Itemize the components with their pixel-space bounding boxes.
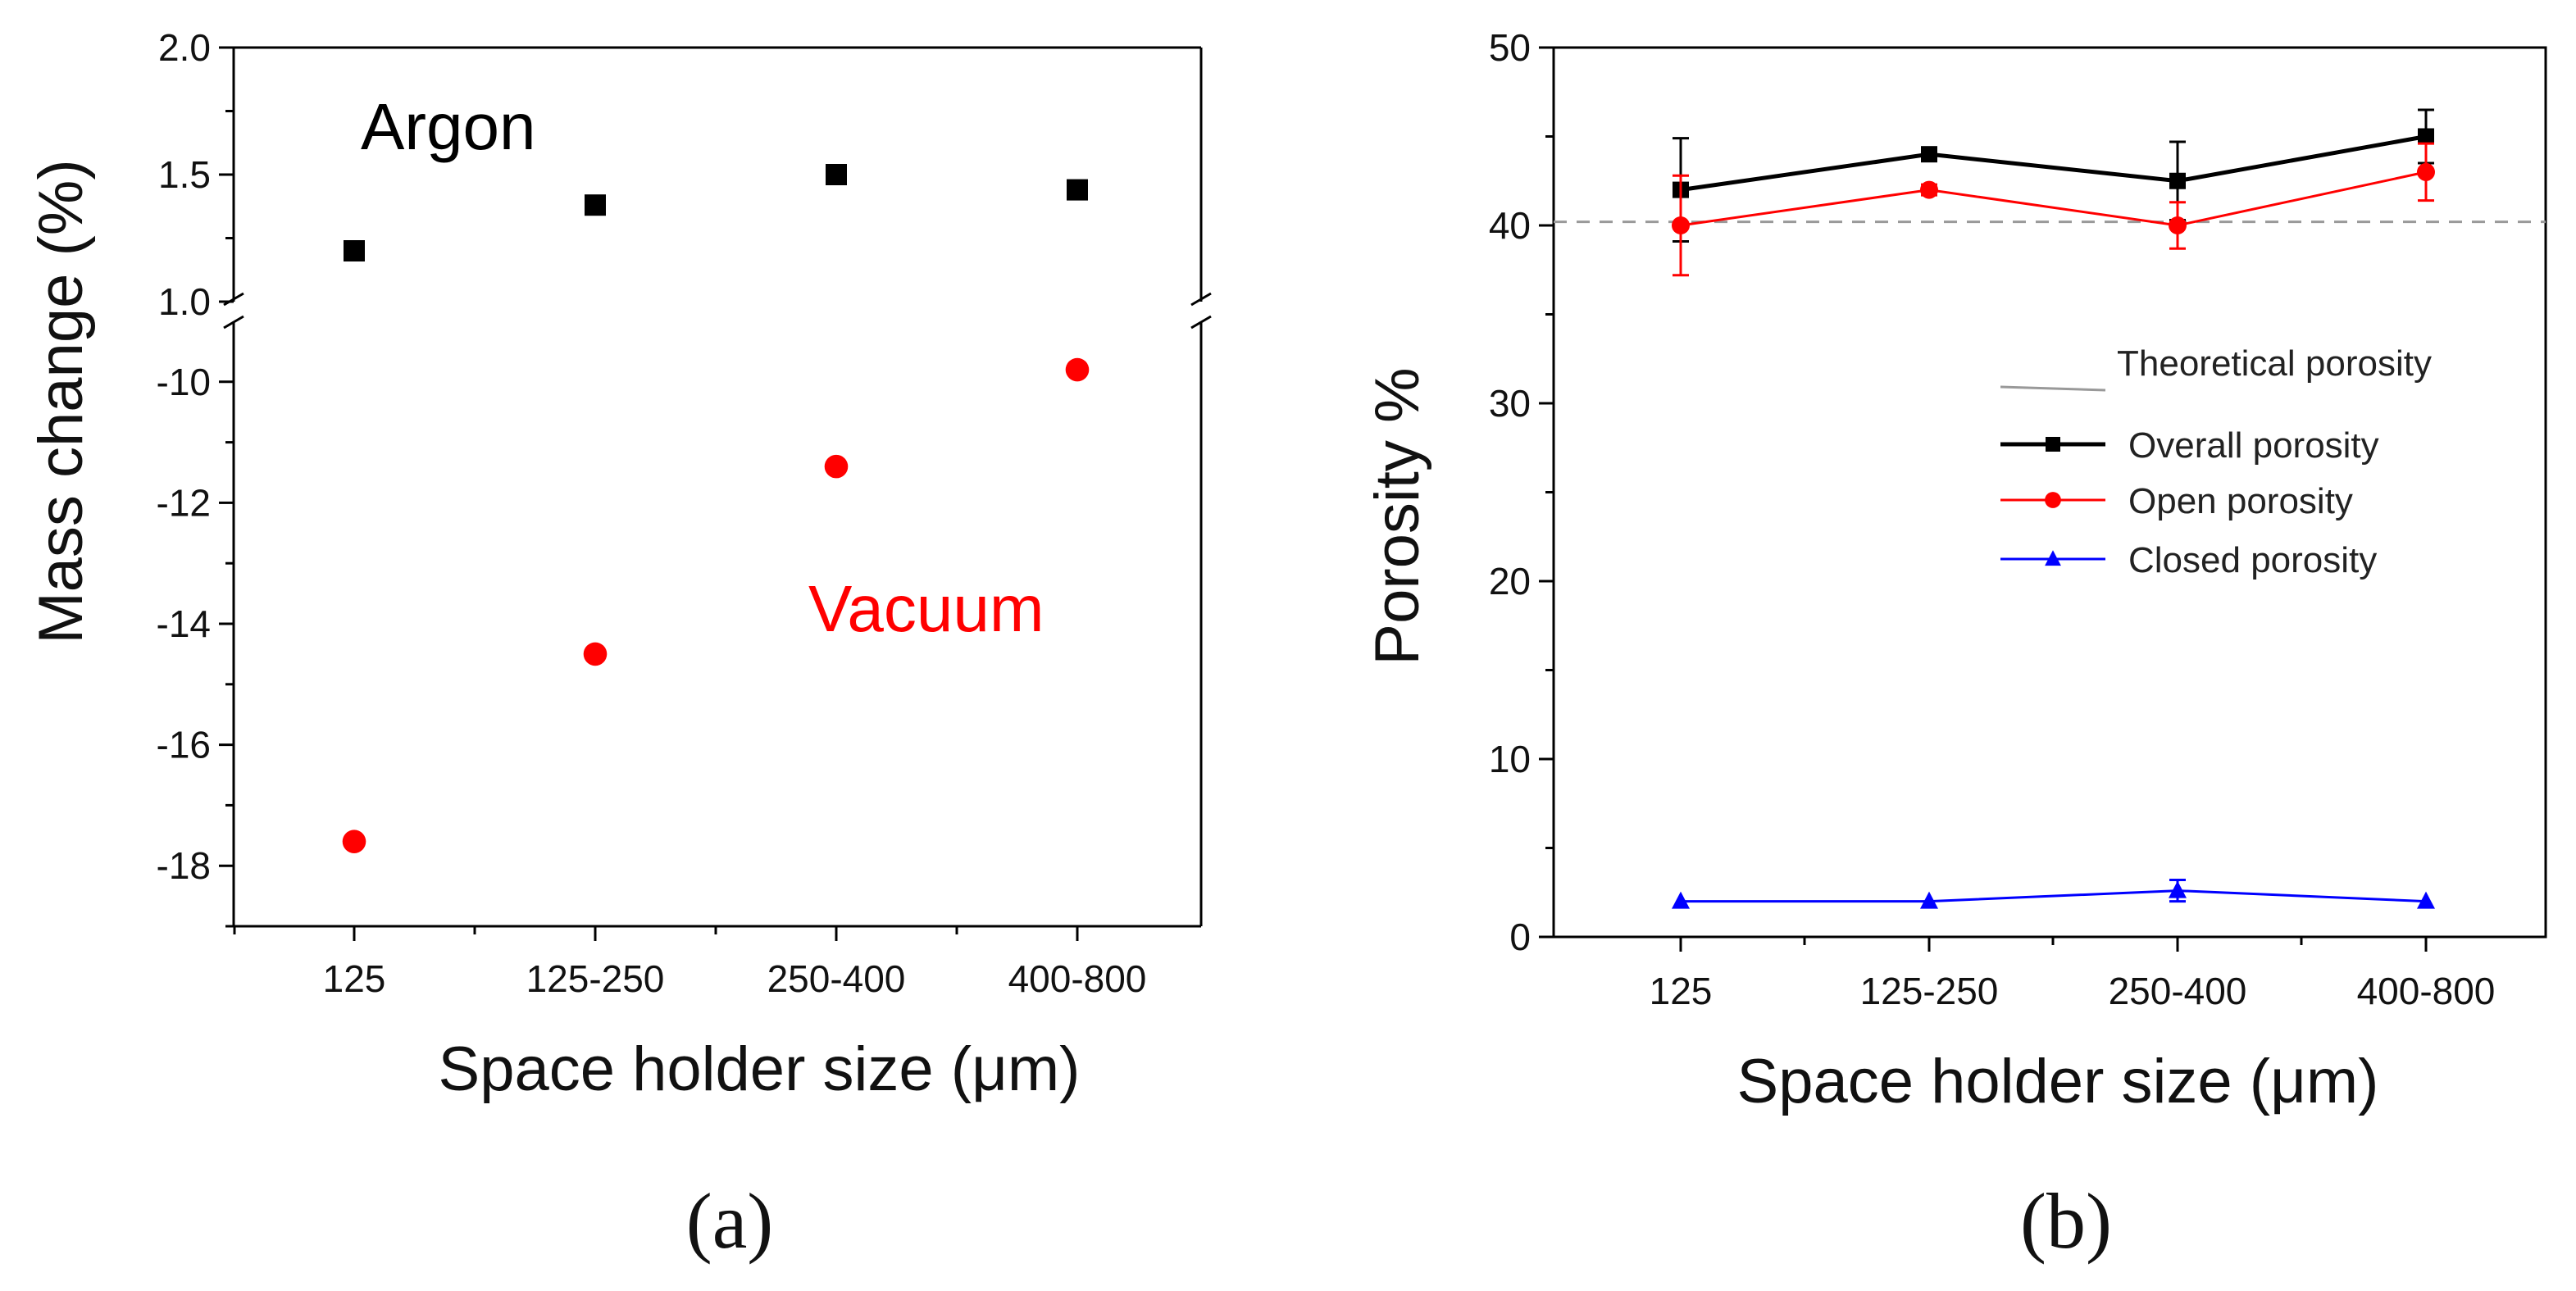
plot-frame	[1552, 46, 2547, 939]
panel-a-x-axis-label: Space holder size (μm)	[439, 1034, 1081, 1104]
panel-a-y-axis-label: Mass change (%)	[26, 159, 96, 643]
panel-b-tick-labels: 0 10 20 30 40 50 125 125-250 250-400 400-800	[1489, 26, 2496, 1012]
legend-closed-porosity-label: Closed porosity	[2128, 540, 2377, 580]
open-porosity-line	[1680, 170, 2427, 227]
y-tick-label: -16	[157, 724, 211, 766]
legend-overall-porosity-marker	[2046, 437, 2060, 452]
legend-theoretical-label: Theoretical porosity	[2117, 343, 2432, 384]
panel-b-marks	[1554, 108, 2546, 909]
legend-overall-porosity-label: Overall porosity	[2128, 425, 2379, 466]
axis-break-mark	[223, 292, 244, 307]
vacuum-annotation: Vacuum	[808, 572, 1045, 645]
vacuum-point	[583, 642, 608, 666]
argon-point	[826, 164, 847, 185]
argon-point	[585, 194, 606, 216]
y-tick-label: -14	[157, 602, 211, 645]
x-tick-label: 250-400	[2109, 970, 2247, 1012]
axis-break-mark	[1190, 292, 1212, 307]
vacuum-point	[1065, 357, 1090, 382]
x-tick-label: 250-400	[767, 957, 906, 1000]
legend-closed-porosity-marker	[2045, 550, 2061, 566]
panel-a-marks	[342, 164, 1090, 853]
y-tick-label: 1.0	[158, 280, 211, 323]
panel-b-legend: Theoretical porosity Overall porosity Open…	[2000, 343, 2432, 580]
vacuum-point	[824, 454, 849, 479]
y-tick-label: 30	[1489, 382, 1531, 425]
closed-porosity-line	[1681, 889, 2427, 903]
axis-break-mark	[223, 315, 244, 330]
overall-porosity-point	[2169, 172, 2186, 189]
x-tick-label: 125	[1650, 970, 1713, 1012]
y-tick-label: 10	[1489, 738, 1531, 780]
closed-porosity-point	[2417, 891, 2435, 909]
y-tick-label: -12	[157, 481, 211, 524]
argon-annotation: Argon	[361, 90, 535, 163]
panel-a-label: (a)	[686, 1177, 774, 1265]
panel-b-y-axis-label: Porosity %	[1363, 367, 1432, 665]
panel-a-axes	[219, 46, 1212, 941]
argon-point	[1067, 179, 1088, 201]
y-tick-label: -18	[157, 844, 211, 887]
x-tick-label: 125-250	[1860, 970, 1999, 1012]
panel-a-tick-labels: 1.0 1.5 2.0 -10 -12 -14 -16 -18 125 125-250 250-40…	[157, 26, 1147, 1000]
vacuum-point	[342, 830, 366, 853]
closed-porosity-point	[1920, 891, 1938, 909]
x-tick-label: 125-250	[526, 957, 665, 1000]
axis-break-mark	[1190, 315, 1212, 330]
panel-a: 1.0 1.5 2.0 -10 -12 -14 -16 -18 125 125-250 250-40…	[26, 26, 1212, 1265]
y-tick-label: 50	[1489, 26, 1531, 69]
panel-b-axes	[1539, 46, 2547, 952]
y-tick-label: 40	[1489, 204, 1531, 247]
closed-porosity-point	[2169, 880, 2187, 898]
overall-porosity-point	[1921, 146, 1937, 163]
y-tick-label: 2.0	[158, 26, 211, 69]
panel-b-x-axis-label: Space holder size (μm)	[1737, 1047, 2379, 1116]
y-tick-label: -10	[157, 361, 211, 403]
y-tick-label: 20	[1489, 560, 1531, 602]
open-porosity-point	[1920, 180, 1938, 199]
argon-point	[344, 240, 365, 261]
panel-b: 0 10 20 30 40 50 125 125-250 250-400 400-800 Theo…	[1363, 26, 2547, 1265]
open-porosity-point	[1672, 216, 1690, 234]
open-porosity-point	[2169, 216, 2187, 234]
x-tick-label: 400-800	[2357, 970, 2496, 1012]
open-porosity-point	[2417, 162, 2435, 181]
y-tick-label: 1.5	[158, 153, 211, 196]
legend-theoretical-swatch	[2000, 385, 2106, 392]
overall-porosity-line	[1680, 134, 2427, 193]
x-tick-label: 125	[323, 957, 386, 1000]
panel-b-label: (b)	[2020, 1177, 2112, 1265]
legend-open-porosity-marker	[2045, 492, 2061, 508]
x-tick-label: 400-800	[1008, 957, 1147, 1000]
overall-porosity-point	[2418, 128, 2434, 145]
y-tick-label: 0	[1509, 916, 1531, 958]
closed-porosity-point	[1672, 891, 1690, 909]
legend-open-porosity-label: Open porosity	[2128, 481, 2353, 521]
